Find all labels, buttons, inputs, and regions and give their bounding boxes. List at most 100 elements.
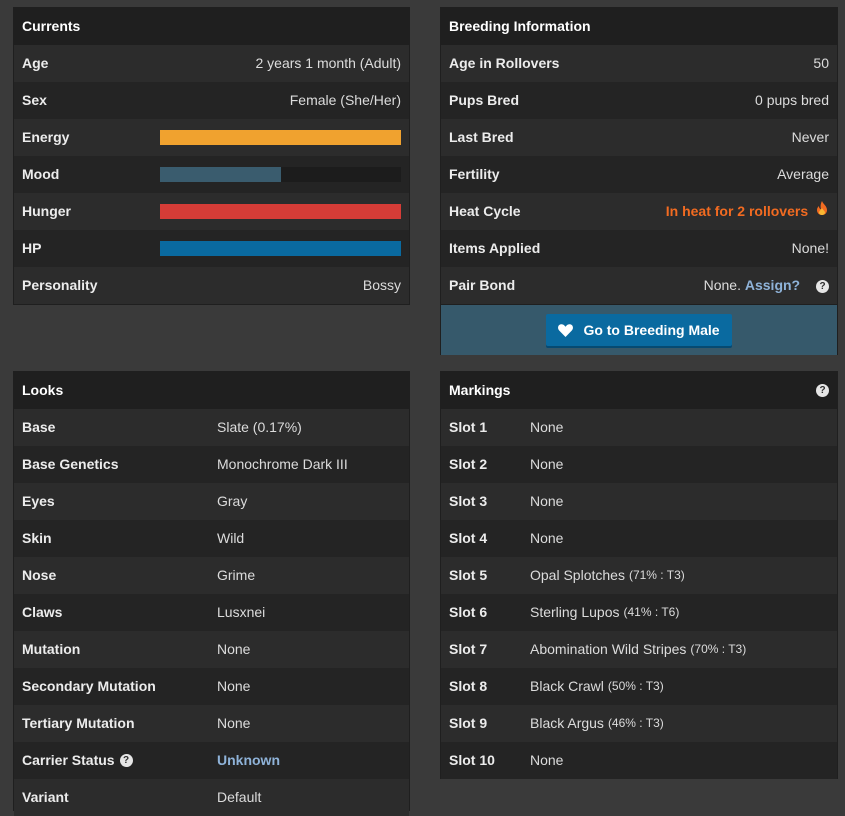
pair-bond-row: Pair Bond None. Assign? ? (441, 267, 837, 304)
question-circle-icon[interactable]: ? (816, 279, 829, 293)
breeding-header: Breeding Information (441, 8, 837, 45)
age-row: Age 2 years 1 month (Adult) (14, 45, 409, 82)
looks-value: Default (217, 789, 262, 805)
personality-value: Bossy (362, 277, 401, 293)
energy-bar (160, 130, 401, 145)
markings-header: Markings ? (441, 372, 837, 409)
looks-row-skin: Skin Wild (14, 520, 409, 557)
marking-percent-tier: (70% : T3) (690, 642, 747, 656)
marking-name: Sterling Lupos (530, 604, 620, 620)
items-applied-label: Items Applied (449, 240, 541, 256)
question-circle-icon[interactable]: ? (119, 754, 133, 767)
marking-row-slot-1: Slot 1 None (441, 409, 837, 446)
looks-label-text: Base Genetics (22, 456, 119, 472)
currents-panel: Currents Age 2 years 1 month (Adult) Sex… (13, 7, 410, 305)
mood-bar-fill (160, 167, 281, 182)
looks-row-secondary-mutation: Secondary Mutation None (14, 668, 409, 705)
looks-label-text: Base (22, 419, 56, 435)
looks-label-text: Mutation (22, 641, 81, 657)
looks-label-text: Secondary Mutation (22, 678, 156, 694)
marking-slot-label: Slot 7 (449, 641, 488, 657)
looks-label-text: Carrier Status (22, 752, 115, 768)
question-circle-icon[interactable]: ? (816, 384, 829, 397)
age-value: 2 years 1 month (Adult) (255, 55, 401, 71)
looks-row-mutation: Mutation None (14, 631, 409, 668)
fertility-value: Average (777, 166, 829, 182)
marking-row-slot-3: Slot 3 None (441, 483, 837, 520)
fertility-label: Fertility (449, 166, 500, 182)
heat-cycle-value: In heat for 2 rollovers (666, 193, 829, 231)
hp-bar (160, 241, 401, 256)
currents-header: Currents (14, 8, 409, 45)
looks-value: Grime (217, 567, 256, 583)
last-bred-label: Last Bred (449, 129, 514, 145)
markings-panel: Markings ? Slot 1 None Slot 2 None Slot 3 Non… (440, 371, 838, 779)
marking-slot-label: Slot 8 (449, 678, 488, 694)
fertility-row: Fertility Average (441, 156, 837, 193)
marking-name: None (530, 493, 564, 509)
energy-row: Energy (14, 119, 409, 156)
looks-label-text: Skin (22, 530, 52, 546)
looks-label: Mutation (22, 631, 217, 668)
looks-row-eyes: Eyes Gray (14, 483, 409, 520)
fire-icon (815, 193, 829, 230)
looks-value: Wild (217, 530, 245, 546)
age-rollovers-label: Age in Rollovers (449, 55, 560, 71)
marking-row-slot-8: Slot 8 Black Crawl (50% : T3) (441, 668, 837, 705)
marking-percent-tier: (71% : T3) (628, 568, 685, 582)
marking-name: None (530, 419, 564, 435)
breeding-title: Breeding Information (449, 18, 591, 34)
looks-panel: Looks Base Slate (0.17%) Base Genetics Mono… (13, 371, 410, 816)
looks-value: Lusxnei (217, 604, 266, 620)
marking-name: Opal Splotches (530, 567, 625, 583)
energy-bar-fill (160, 130, 401, 145)
looks-label-text: Claws (22, 604, 63, 620)
go-to-breeding-male-label: Go to Breeding Male (583, 322, 720, 338)
marking-slot-label: Slot 5 (449, 567, 488, 583)
looks-label: Base Genetics (22, 446, 217, 483)
looks-label: Nose (22, 557, 217, 594)
marking-name: Black Argus (530, 715, 604, 731)
markings-title: Markings (449, 382, 511, 398)
marking-name: Abomination Wild Stripes (530, 641, 687, 657)
hunger-bar (160, 204, 401, 219)
mood-label: Mood (22, 166, 60, 182)
pups-bred-value: 0 pups bred (755, 92, 829, 108)
looks-title: Looks (22, 382, 64, 398)
go-to-breeding-male-button[interactable]: Go to Breeding Male (546, 314, 732, 346)
looks-value: None (217, 678, 251, 694)
looks-value: None (217, 641, 251, 657)
looks-row-carrier-status: Carrier Status? Unknown (14, 742, 409, 779)
marking-row-slot-5: Slot 5 Opal Splotches (71% : T3) (441, 557, 837, 594)
marking-row-slot-4: Slot 4 None (441, 520, 837, 557)
looks-label: Tertiary Mutation (22, 705, 217, 742)
heat-cycle-label: Heat Cycle (449, 203, 521, 219)
looks-label-text: Eyes (22, 493, 55, 509)
items-applied-value: None! (791, 240, 829, 256)
pups-bred-row: Pups Bred 0 pups bred (441, 82, 837, 119)
last-bred-row: Last Bred Never (441, 119, 837, 156)
looks-row-base-genetics: Base Genetics Monochrome Dark III (14, 446, 409, 483)
marking-name: Black Crawl (530, 678, 604, 694)
marking-name: None (530, 530, 564, 546)
currents-title: Currents (22, 18, 81, 34)
looks-row-nose: Nose Grime (14, 557, 409, 594)
looks-header: Looks (14, 372, 409, 409)
breeding-panel: Breeding Information Age in Rollovers 50… (440, 7, 838, 355)
marking-percent-tier: (46% : T3) (607, 716, 664, 730)
marking-name: None (530, 752, 564, 768)
last-bred-value: Never (791, 129, 829, 145)
looks-row-claws: Claws Lusxnei (14, 594, 409, 631)
looks-value: Slate (0.17%) (217, 419, 302, 435)
looks-label-text: Variant (22, 789, 69, 805)
looks-value: None (217, 715, 251, 731)
looks-value[interactable]: Unknown (217, 752, 280, 768)
looks-row-variant: Variant Default (14, 779, 409, 816)
looks-label: Base (22, 409, 217, 446)
heat-cycle-row: Heat Cycle In heat for 2 rollovers (441, 193, 837, 230)
assign-pair-bond-link[interactable]: Assign? (744, 277, 801, 293)
hp-label: HP (22, 240, 42, 256)
marking-row-slot-7: Slot 7 Abomination Wild Stripes (70% : T3) (441, 631, 837, 668)
hp-row: HP (14, 230, 409, 267)
pups-bred-label: Pups Bred (449, 92, 520, 108)
